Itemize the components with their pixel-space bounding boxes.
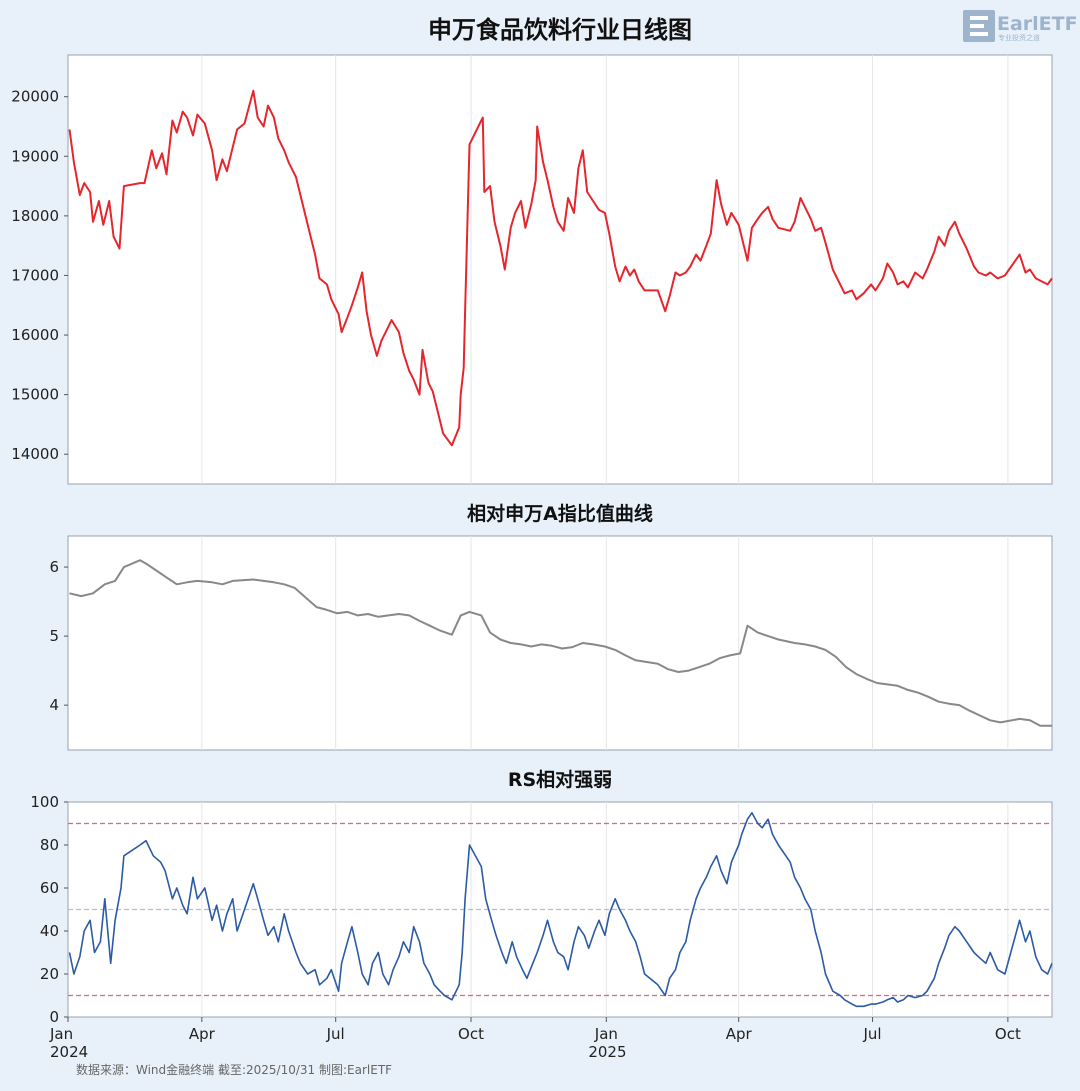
y-tick-label: 16000 xyxy=(11,326,59,344)
source-note: 数据来源：Wind金融终端 截至:2025/10/31 制图:EarlETF xyxy=(76,1062,392,1077)
x-tick-label: Jan xyxy=(594,1025,618,1043)
rs-y-ticks: 0 20 40 60 80 100 xyxy=(30,793,68,1026)
x-tick-label: Oct xyxy=(458,1025,484,1043)
y-tick-label: 14000 xyxy=(11,445,59,463)
y-tick-label: 19000 xyxy=(11,147,59,165)
ratio-title: 相对申万A指比值曲线 xyxy=(467,502,653,525)
ratio-grid xyxy=(201,536,1009,750)
x-tick-label: Jul xyxy=(326,1025,345,1043)
y-tick-label: 60 xyxy=(40,879,59,897)
y-tick-label: 5 xyxy=(49,627,59,645)
y-tick-label: 18000 xyxy=(11,207,59,225)
price-grid xyxy=(201,55,1009,484)
ratio-y-ticks: 4 5 6 xyxy=(49,558,68,714)
x-tick-label: Jan xyxy=(49,1025,73,1043)
rs-line xyxy=(68,812,1053,1008)
price-panel xyxy=(67,54,1053,485)
y-tick-label: 20 xyxy=(40,965,59,983)
logo-e-icon xyxy=(970,16,988,36)
chart-title: 申万食品饮料行业日线图 xyxy=(428,16,692,44)
rs-reference-lines xyxy=(68,822,1052,997)
x-tick-year: 2024 xyxy=(50,1043,88,1061)
y-tick-label: 80 xyxy=(40,836,59,854)
y-tick-label: 17000 xyxy=(11,266,59,284)
price-line xyxy=(68,89,1053,447)
rs-title: RS相对强弱 xyxy=(508,768,612,791)
y-tick-label: 4 xyxy=(49,696,59,714)
x-tick-label: Apr xyxy=(189,1025,216,1043)
price-y-ticks: 14000 15000 16000 17000 18000 19000 20000 xyxy=(11,88,68,463)
x-tick-label: Apr xyxy=(726,1025,753,1043)
x-tick-label: Jul xyxy=(863,1025,882,1043)
y-tick-label: 20000 xyxy=(11,88,59,106)
y-tick-label: 0 xyxy=(49,1008,59,1026)
x-tick-label: Oct xyxy=(995,1025,1021,1043)
logo-subtitle: 专业投资之道 xyxy=(998,33,1040,42)
y-tick-label: 6 xyxy=(49,558,59,576)
y-tick-label: 15000 xyxy=(11,386,59,404)
y-tick-label: 40 xyxy=(40,922,59,940)
x-tick-year: 2025 xyxy=(588,1043,626,1061)
ratio-line xyxy=(69,559,1052,727)
earletf-logo: EarlETF 专业投资之道 xyxy=(963,10,1078,42)
ratio-panel xyxy=(67,535,1053,751)
logo-text: EarlETF xyxy=(997,13,1078,35)
y-tick-label: 100 xyxy=(30,793,59,811)
